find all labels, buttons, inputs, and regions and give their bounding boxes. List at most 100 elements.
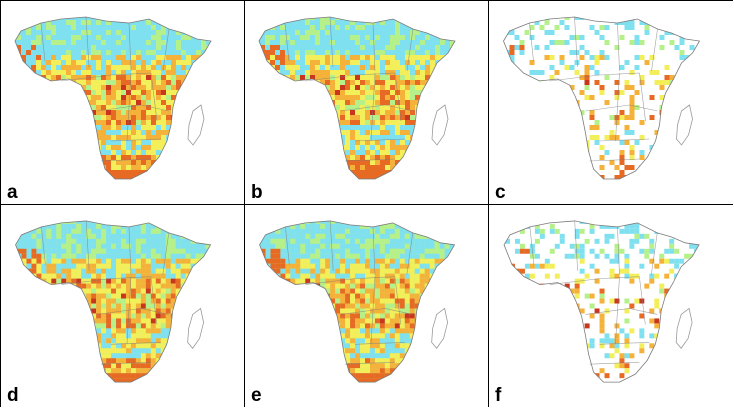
country-border bbox=[340, 104, 414, 112]
panel-label: a bbox=[7, 182, 18, 203]
continent-outline bbox=[15, 220, 212, 383]
country-border bbox=[639, 276, 646, 325]
country-border bbox=[100, 158, 152, 162]
divider-horizontal bbox=[1, 204, 732, 205]
africa-map bbox=[259, 220, 456, 383]
madagascar-outline bbox=[431, 307, 449, 349]
country-border bbox=[85, 16, 90, 68]
country-border bbox=[41, 226, 46, 265]
country-border bbox=[589, 158, 640, 162]
country-border bbox=[585, 308, 658, 315]
country-border bbox=[589, 361, 640, 365]
country-border bbox=[549, 72, 640, 82]
map-panel-e: e bbox=[245, 205, 488, 407]
raster-cells bbox=[259, 17, 455, 179]
country-border bbox=[126, 72, 132, 142]
country-border bbox=[370, 72, 376, 142]
continent-outline bbox=[503, 220, 700, 383]
country-border bbox=[111, 342, 161, 345]
country-border bbox=[354, 138, 406, 142]
country-border bbox=[96, 104, 170, 112]
country-border bbox=[406, 232, 414, 275]
country-border bbox=[329, 220, 334, 271]
country-border bbox=[599, 138, 650, 142]
country-border bbox=[345, 361, 395, 365]
country-border bbox=[128, 226, 132, 275]
raster-cells bbox=[504, 220, 700, 383]
country-border bbox=[617, 22, 620, 72]
madagascar-outline bbox=[187, 307, 205, 349]
country-border bbox=[61, 276, 151, 285]
country-border bbox=[639, 72, 646, 122]
madagascar-outline bbox=[431, 104, 449, 146]
country-border bbox=[372, 22, 376, 72]
country-border bbox=[85, 220, 90, 271]
country-border bbox=[394, 276, 402, 325]
raster-cells bbox=[503, 17, 700, 179]
country-border bbox=[370, 276, 376, 345]
continent-outline bbox=[503, 16, 701, 180]
raster-cells bbox=[15, 17, 211, 179]
country-border bbox=[285, 226, 290, 265]
country-border bbox=[585, 104, 658, 112]
country-border bbox=[355, 342, 405, 345]
country-border bbox=[617, 226, 620, 275]
country-border bbox=[394, 72, 402, 122]
country-border bbox=[529, 22, 534, 62]
map-panel-a: a bbox=[1, 1, 244, 204]
country-border bbox=[126, 276, 132, 345]
country-border bbox=[110, 138, 162, 142]
continent-outline bbox=[258, 16, 456, 180]
africa-map bbox=[258, 16, 456, 180]
country-border bbox=[615, 72, 620, 142]
africa-map bbox=[15, 220, 212, 383]
country-border bbox=[304, 72, 396, 82]
country-border bbox=[341, 308, 413, 315]
country-border bbox=[599, 342, 650, 345]
country-border bbox=[574, 220, 578, 271]
country-border bbox=[406, 28, 414, 72]
country-border bbox=[344, 158, 396, 162]
country-border bbox=[529, 226, 535, 265]
country-border bbox=[651, 232, 658, 275]
panel-label: f bbox=[495, 385, 502, 406]
divider-vertical-2 bbox=[488, 1, 489, 406]
panel-label: e bbox=[251, 385, 262, 406]
country-border bbox=[615, 276, 620, 345]
country-border bbox=[40, 22, 46, 62]
panel-label: c bbox=[495, 182, 506, 203]
country-border bbox=[101, 361, 151, 365]
country-border bbox=[549, 276, 640, 285]
map-panel-b: b bbox=[245, 1, 488, 204]
madagascar-outline bbox=[675, 307, 693, 349]
panel-label: b bbox=[251, 182, 263, 203]
africa-map bbox=[503, 16, 701, 180]
raster-cells bbox=[15, 220, 211, 383]
continent-outline bbox=[259, 220, 456, 383]
madagascar-outline bbox=[676, 104, 693, 146]
country-border bbox=[305, 276, 395, 285]
country-border bbox=[162, 232, 170, 275]
country-border bbox=[162, 28, 170, 72]
country-border bbox=[372, 226, 376, 275]
country-border bbox=[97, 308, 169, 315]
madagascar-outline bbox=[187, 104, 205, 146]
africa-map bbox=[14, 16, 212, 180]
map-panel-c: c bbox=[489, 1, 733, 204]
country-border bbox=[284, 22, 290, 62]
country-border bbox=[651, 28, 658, 72]
country-border bbox=[150, 72, 158, 122]
map-panel-d: d bbox=[1, 205, 244, 407]
map-panel-f: f bbox=[489, 205, 733, 407]
country-border bbox=[574, 16, 578, 68]
divider-vertical-1 bbox=[244, 1, 245, 406]
continent-outline bbox=[14, 16, 212, 180]
africa-map bbox=[503, 220, 700, 383]
country-border bbox=[150, 276, 158, 325]
country-border bbox=[329, 16, 334, 68]
panel-label: d bbox=[7, 385, 19, 406]
country-border bbox=[60, 72, 152, 82]
country-border bbox=[128, 22, 132, 72]
raster-cells bbox=[259, 220, 455, 383]
